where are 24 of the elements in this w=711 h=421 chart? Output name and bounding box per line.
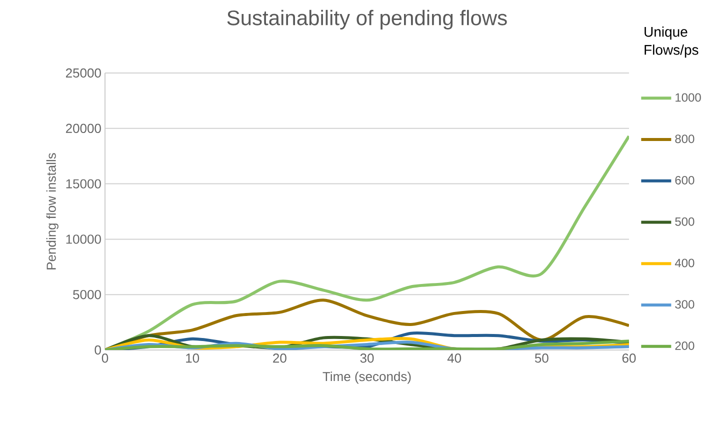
y-tick-label: 10000 — [66, 234, 101, 244]
legend-label: 200 — [675, 341, 694, 350]
y-tick-label: 25000 — [66, 68, 101, 78]
x-tick-label: 50 — [534, 354, 548, 363]
x-axis-title: Time (seconds) — [322, 372, 411, 384]
legend-label: 400 — [674, 258, 694, 268]
legend-title: Unique Flows/ps — [644, 26, 698, 58]
chart-title: Sustainability of pending flows — [227, 10, 507, 30]
x-tick-label: 10 — [186, 354, 200, 363]
x-tick-label: 20 — [273, 354, 286, 363]
legend-label: 600 — [675, 176, 694, 184]
y-tick-label: 15000 — [66, 179, 101, 188]
x-tick-label: 60 — [622, 354, 636, 363]
y-tick-label: 20000 — [66, 124, 101, 133]
x-tick-label: 0 — [102, 354, 108, 363]
legend-label: 1000 — [676, 93, 701, 102]
y-axis-title: Pending flow installs — [46, 153, 58, 270]
x-tick-label: 30 — [360, 354, 374, 363]
x-tick-label: 40 — [447, 354, 462, 363]
y-tick-label: 0 — [94, 345, 101, 355]
y-tick-label: 5000 — [73, 290, 101, 300]
legend-label: 300 — [675, 300, 694, 309]
legend-label: 500 — [675, 217, 694, 226]
legend-label: 800 — [675, 134, 694, 144]
